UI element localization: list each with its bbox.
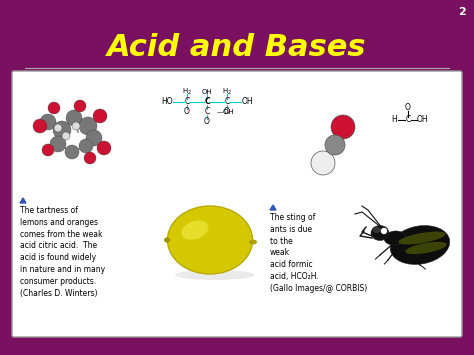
- Ellipse shape: [249, 240, 257, 245]
- Text: The tartness of
lemons and oranges
comes from the weak
acid citric acid.  The
ac: The tartness of lemons and oranges comes…: [20, 206, 105, 297]
- Polygon shape: [20, 198, 26, 203]
- Ellipse shape: [175, 270, 255, 280]
- Ellipse shape: [398, 231, 446, 245]
- Ellipse shape: [182, 220, 209, 240]
- Text: H$_2$: H$_2$: [222, 87, 232, 97]
- Circle shape: [62, 132, 70, 140]
- Circle shape: [54, 124, 62, 132]
- Circle shape: [33, 119, 47, 133]
- Ellipse shape: [371, 225, 389, 240]
- Text: O: O: [405, 104, 411, 113]
- Circle shape: [65, 145, 79, 159]
- Circle shape: [84, 152, 96, 164]
- Text: C: C: [224, 98, 229, 106]
- Text: OH: OH: [202, 89, 212, 95]
- Text: H$_2$: H$_2$: [182, 87, 192, 97]
- Circle shape: [325, 135, 345, 155]
- Circle shape: [48, 102, 60, 114]
- Circle shape: [79, 117, 97, 135]
- Ellipse shape: [373, 227, 381, 233]
- Circle shape: [86, 130, 102, 146]
- Circle shape: [40, 114, 56, 130]
- Text: O: O: [224, 108, 230, 116]
- Circle shape: [72, 122, 80, 130]
- Text: The sting of
ants is due
to the
weak
acid formic
acid, HCO₂H.
(Gallo Images/@ CO: The sting of ants is due to the weak aci…: [270, 213, 367, 293]
- Ellipse shape: [384, 231, 406, 245]
- Text: O: O: [184, 108, 190, 116]
- Circle shape: [74, 100, 86, 112]
- Text: Acid and Bases: Acid and Bases: [107, 33, 367, 62]
- Text: C: C: [204, 108, 210, 116]
- Text: O: O: [204, 118, 210, 126]
- Circle shape: [53, 121, 71, 139]
- Text: OH: OH: [416, 115, 428, 125]
- Text: —OH: —OH: [217, 109, 235, 115]
- Text: C: C: [405, 115, 410, 125]
- Polygon shape: [270, 205, 276, 210]
- Ellipse shape: [405, 242, 447, 254]
- Text: C: C: [204, 98, 210, 106]
- Circle shape: [50, 136, 66, 152]
- FancyBboxPatch shape: [12, 71, 462, 337]
- Text: HO: HO: [161, 98, 173, 106]
- Circle shape: [97, 141, 111, 155]
- Circle shape: [79, 139, 93, 153]
- Circle shape: [311, 151, 335, 175]
- Text: C: C: [184, 98, 190, 106]
- Circle shape: [66, 110, 82, 126]
- Text: H: H: [391, 115, 397, 125]
- Ellipse shape: [164, 237, 170, 242]
- Text: OH: OH: [241, 98, 253, 106]
- Circle shape: [331, 115, 355, 139]
- Ellipse shape: [390, 225, 450, 264]
- Circle shape: [42, 144, 54, 156]
- Text: 2: 2: [458, 7, 466, 17]
- Circle shape: [382, 229, 386, 234]
- Ellipse shape: [167, 206, 253, 274]
- Circle shape: [93, 109, 107, 123]
